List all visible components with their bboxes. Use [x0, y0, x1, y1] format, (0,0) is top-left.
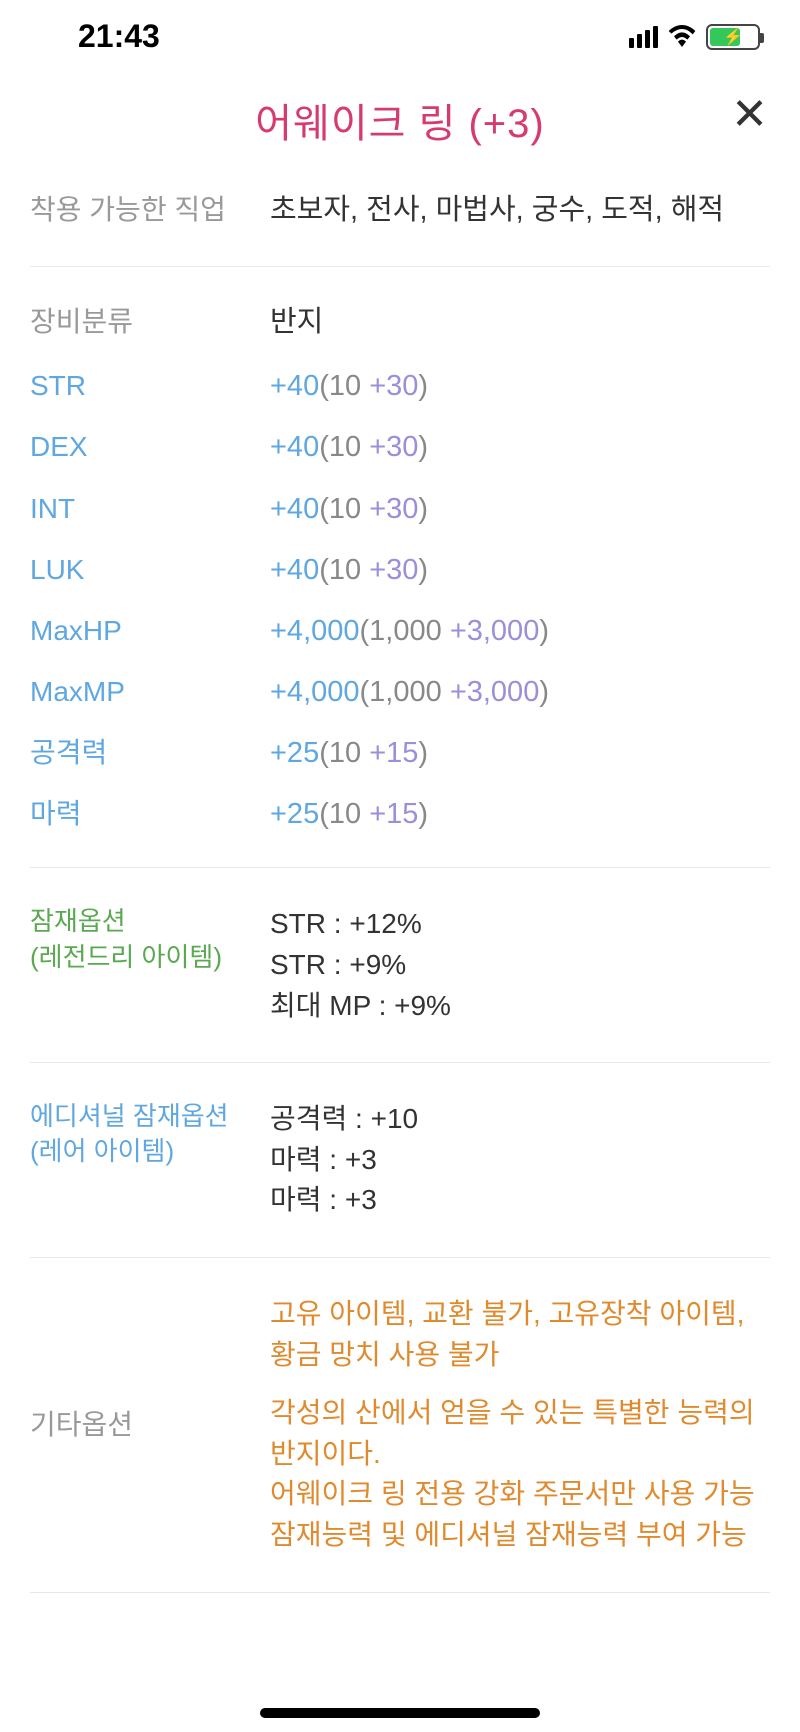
- stat-value: +4,000(1,000 +3,000): [270, 673, 770, 712]
- page-title: 어웨이크 링 (+3): [255, 91, 544, 149]
- additional-value: 공격력 : +10마력 : +3마력 : +3: [270, 1099, 770, 1221]
- stat-label: 공격력: [30, 734, 270, 773]
- other-label: 기타옵션: [30, 1406, 270, 1444]
- stat-row: INT+40(10 +30): [30, 479, 770, 540]
- home-indicator[interactable]: [260, 1708, 540, 1718]
- stat-label: MaxMP: [30, 673, 270, 712]
- divider: [30, 1592, 770, 1593]
- job-label: 착용 가능한 직업: [30, 191, 270, 230]
- stat-row: DEX+40(10 +30): [30, 417, 770, 478]
- divider: [30, 1257, 770, 1258]
- potential-value: STR : +12%STR : +9%최대 MP : +9%: [270, 904, 770, 1026]
- stat-row: STR+40(10 +30): [30, 356, 770, 417]
- stat-row: MaxMP+4,000(1,000 +3,000): [30, 662, 770, 723]
- other-row: 기타옵션 고유 아이템, 교환 불가, 고유장착 아이템, 황금 망치 사용 불…: [30, 1280, 770, 1570]
- divider: [30, 867, 770, 868]
- stat-label: 마력: [30, 795, 270, 834]
- header: 어웨이크 링 (+3) ✕: [0, 71, 800, 177]
- divider: [30, 1062, 770, 1063]
- stat-label: LUK: [30, 551, 270, 590]
- status-time: 21:43: [78, 18, 160, 55]
- potential-label: 잠재옵션 (레전드리 아이템): [30, 904, 270, 1026]
- stat-label: STR: [30, 367, 270, 406]
- additional-row: 에디셔널 잠재옵션 (레어 아이템) 공격력 : +10마력 : +3마력 : …: [30, 1085, 770, 1235]
- category-row: 장비분류 반지: [30, 289, 770, 356]
- wifi-icon: [666, 18, 698, 55]
- stat-row: 공격력+25(10 +15): [30, 723, 770, 784]
- stat-value: +40(10 +30): [270, 490, 770, 529]
- status-icons: ⚡: [629, 18, 760, 55]
- stat-label: DEX: [30, 428, 270, 467]
- divider: [30, 266, 770, 267]
- stat-value: +25(10 +15): [270, 795, 770, 834]
- other-value: 고유 아이템, 교환 불가, 고유장착 아이템, 황금 망치 사용 불가 각성의…: [270, 1294, 770, 1556]
- category-label: 장비분류: [30, 303, 270, 342]
- stat-value: +40(10 +30): [270, 551, 770, 590]
- stat-row: MaxHP+4,000(1,000 +3,000): [30, 601, 770, 662]
- stat-label: INT: [30, 490, 270, 529]
- stat-value: +40(10 +30): [270, 428, 770, 467]
- additional-label: 에디셔널 잠재옵션 (레어 아이템): [30, 1099, 270, 1221]
- stat-row: 마력+25(10 +15): [30, 784, 770, 845]
- close-icon[interactable]: ✕: [731, 93, 768, 137]
- status-bar: 21:43 ⚡: [0, 0, 800, 71]
- stat-value: +4,000(1,000 +3,000): [270, 612, 770, 651]
- stat-row: LUK+40(10 +30): [30, 540, 770, 601]
- battery-icon: ⚡: [706, 24, 760, 50]
- signal-icon: [629, 26, 658, 48]
- job-row: 착용 가능한 직업 초보자, 전사, 마법사, 궁수, 도적, 해적: [30, 177, 770, 244]
- stat-label: MaxHP: [30, 612, 270, 651]
- stat-value: +40(10 +30): [270, 367, 770, 406]
- potential-row: 잠재옵션 (레전드리 아이템) STR : +12%STR : +9%최대 MP…: [30, 890, 770, 1040]
- stat-value: +25(10 +15): [270, 734, 770, 773]
- category-value: 반지: [270, 303, 770, 342]
- job-value: 초보자, 전사, 마법사, 궁수, 도적, 해적: [270, 191, 770, 230]
